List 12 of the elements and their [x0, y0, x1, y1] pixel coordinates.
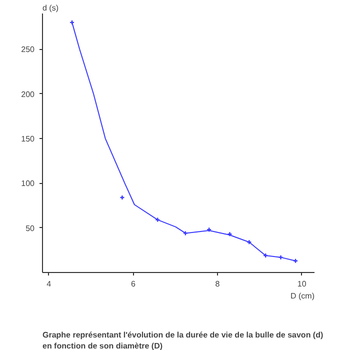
text: Graphe représentant l'évolution de la durée de vie de la bulle de savon (d) en fonction de son diamètre (D) [42, 330, 324, 350]
y-tick-label: 250 [21, 45, 36, 54]
x-axis-title: D (cm) [290, 292, 315, 300]
x-tick-label: 6 [130, 280, 136, 288]
y-axis-title: d (s) [42, 4, 59, 12]
y-tick-label: 200 [21, 90, 36, 99]
x-tick-label: 4 [46, 280, 52, 288]
x-tick-label: 10 [297, 280, 307, 288]
y-tick-label: 100 [21, 179, 36, 188]
y-tick-label: 150 [21, 134, 36, 144]
x-tick-label: 8 [215, 280, 220, 288]
y-tick-label: 50 [26, 224, 36, 233]
